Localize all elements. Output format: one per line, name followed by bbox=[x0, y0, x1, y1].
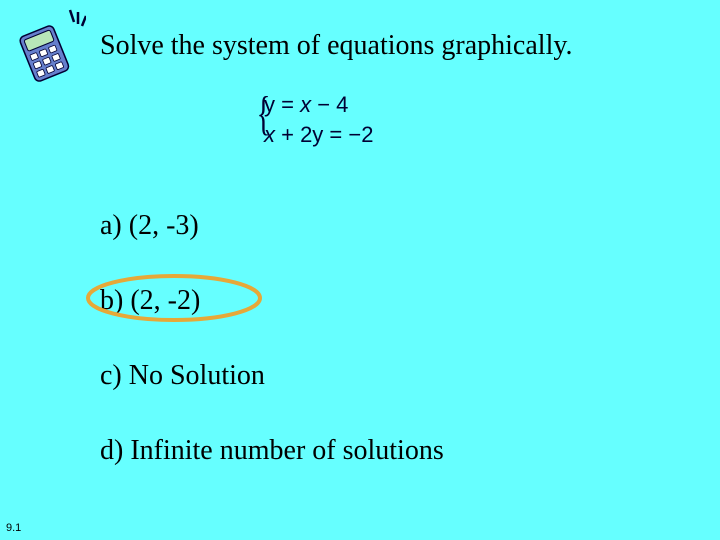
question-text: Solve the system of equations graphicall… bbox=[100, 30, 573, 62]
calculator-icon bbox=[8, 8, 86, 91]
equation-1: y = x − 4 bbox=[264, 90, 373, 120]
equation-system: y = x − 4 x + 2y = −2 bbox=[264, 90, 373, 150]
option-d[interactable]: d) Infinite number of solutions bbox=[100, 435, 444, 467]
option-c[interactable]: c) No Solution bbox=[100, 360, 265, 392]
equation-2: x + 2y = −2 bbox=[264, 120, 373, 150]
slide-number: 9.1 bbox=[6, 522, 21, 534]
option-a[interactable]: a) (2, -3) bbox=[100, 210, 199, 242]
option-b[interactable]: b) (2, -2) bbox=[100, 285, 200, 317]
